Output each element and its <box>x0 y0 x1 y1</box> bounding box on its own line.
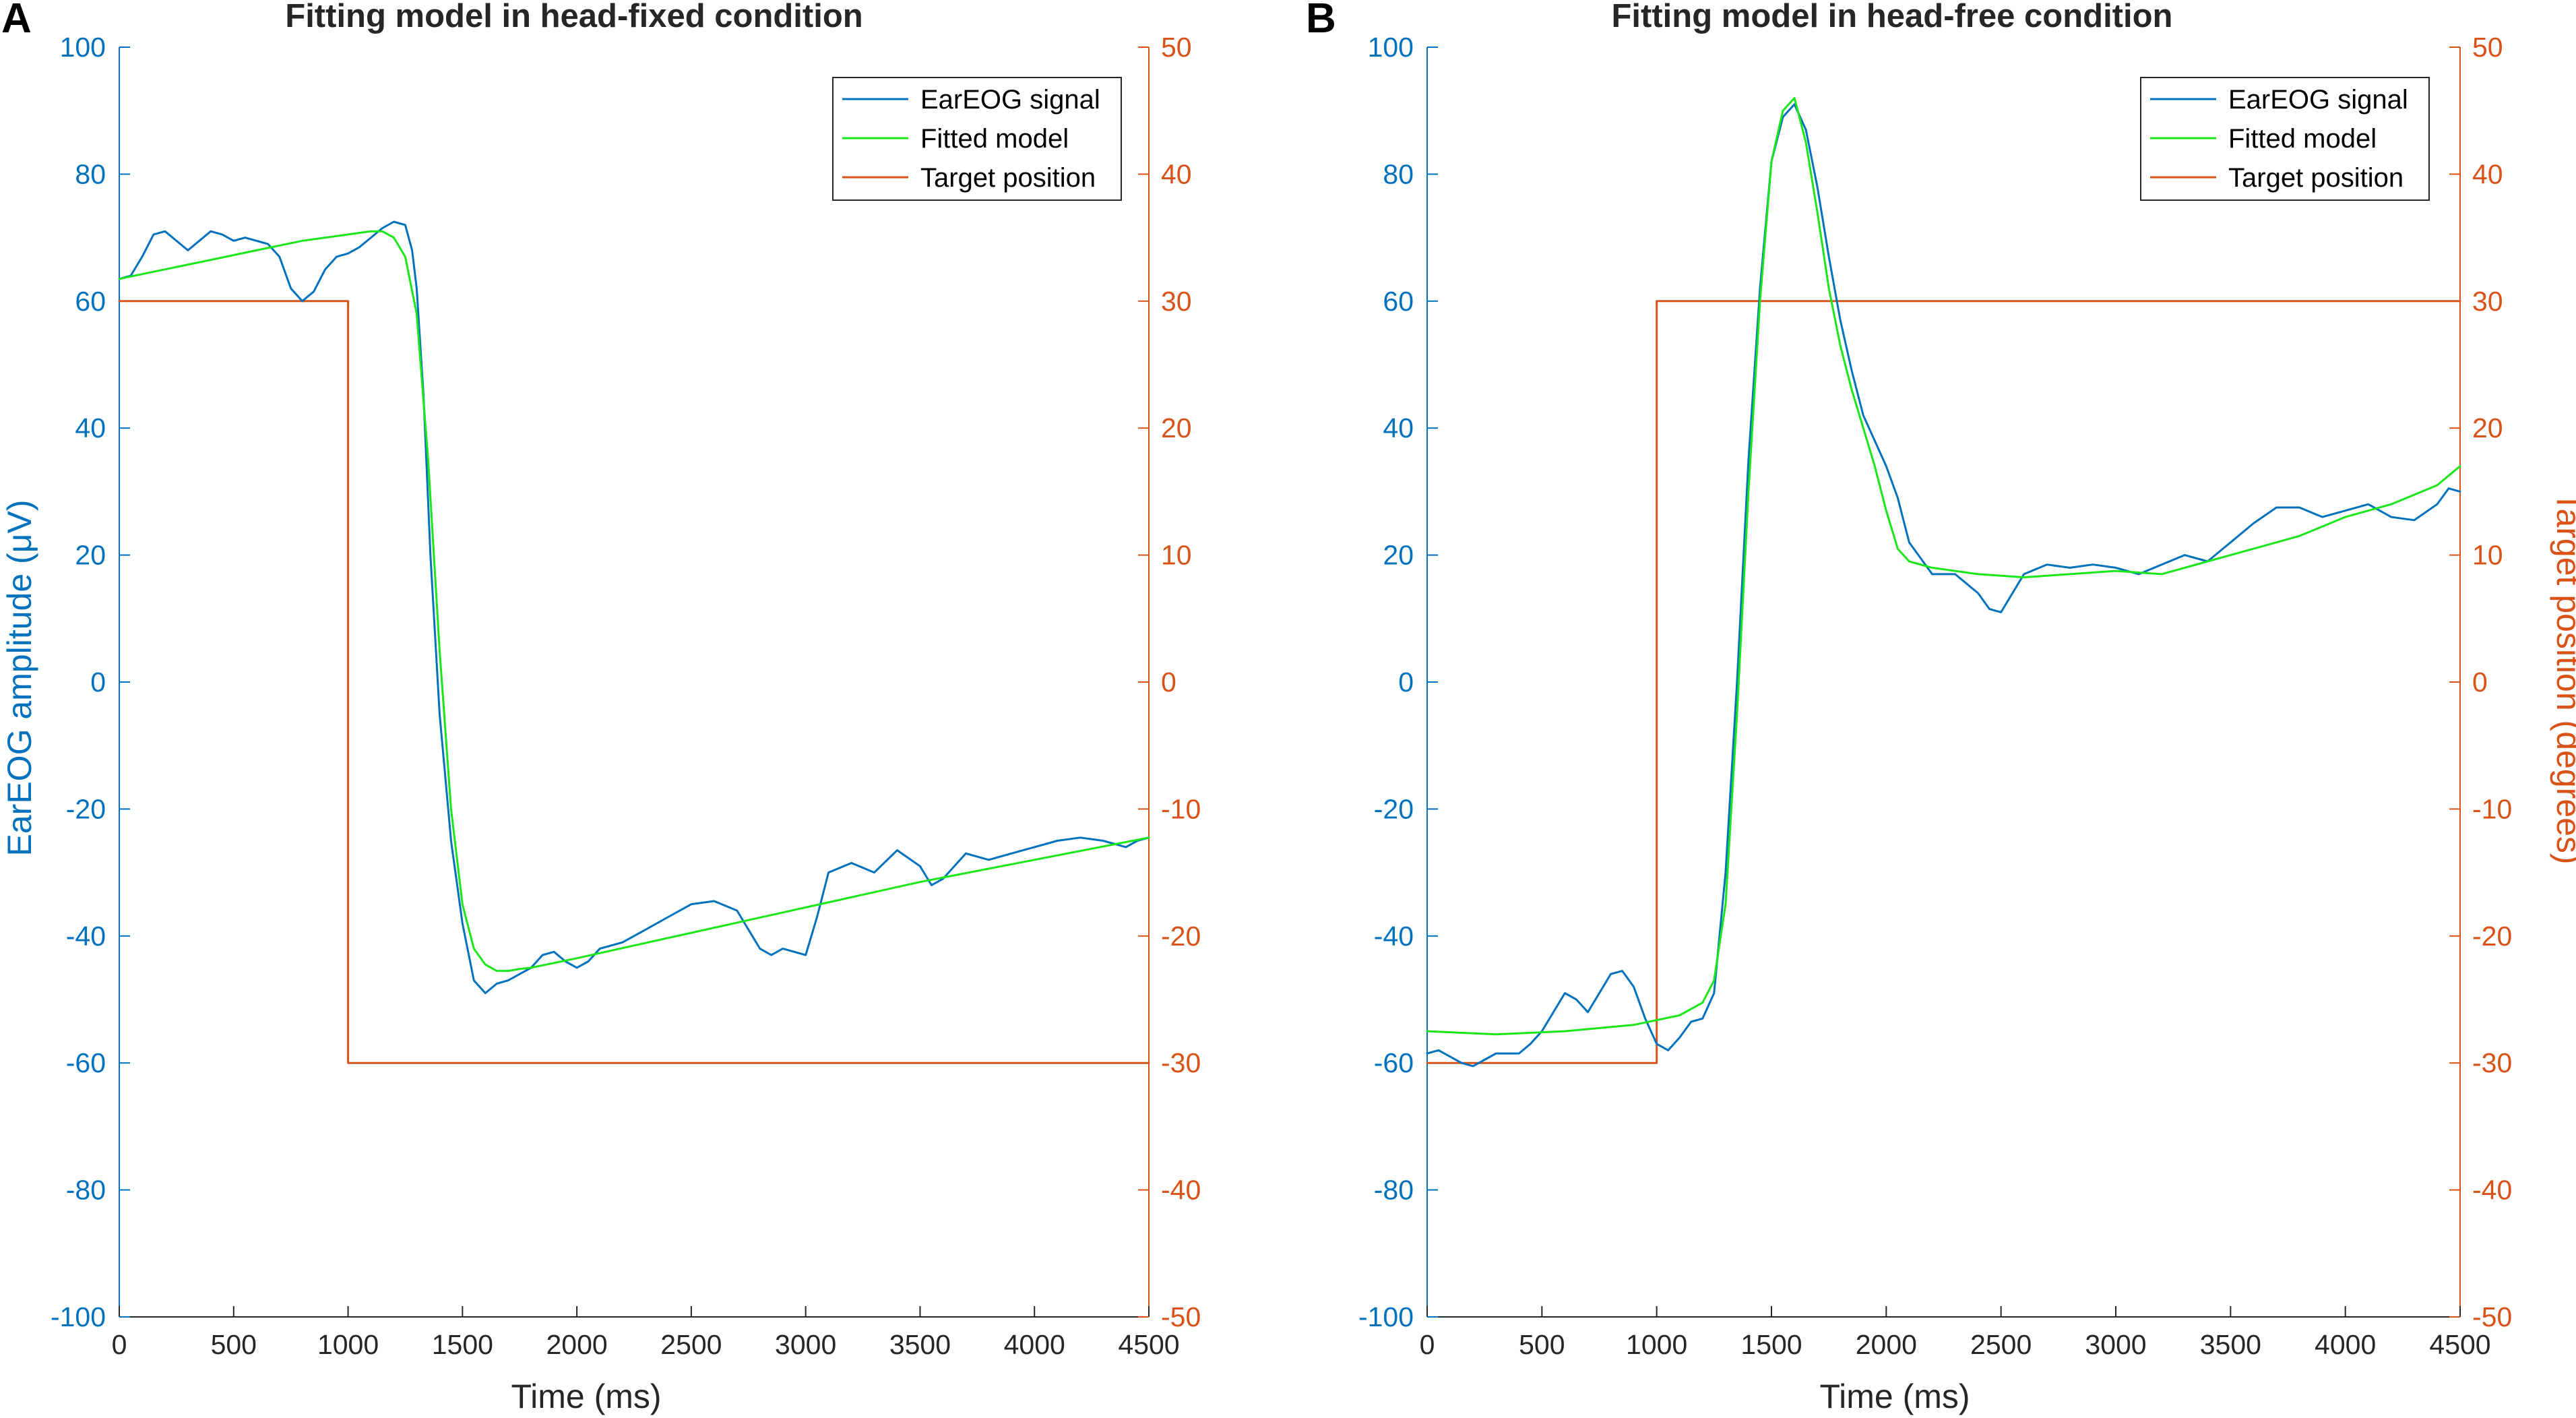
panel-b-x-tick-label: 3500 <box>2200 1329 2261 1360</box>
panel-b-legend-target: Target position <box>2228 163 2404 193</box>
panel-b-x-tick-label: 4500 <box>2429 1329 2490 1360</box>
panel-a: A Fitting model in head-fixed condition … <box>1 0 1201 1415</box>
panel-a-label: A <box>1 0 32 42</box>
panel-a-right-tick-label: 20 <box>1161 412 1192 443</box>
panel-b-right-tick-label: 0 <box>2472 667 2488 698</box>
panel-a-left-tick-label: 40 <box>75 412 106 443</box>
panel-b-fitted-model-line <box>1426 96 2461 1036</box>
panel-a-x-tick-label: 4500 <box>1118 1329 1179 1360</box>
panel-b-left-tick-label: 60 <box>1383 286 1414 317</box>
panel-a-x-tick-label: 4000 <box>1004 1329 1065 1360</box>
panel-b-left-tick-label: -40 <box>1374 921 1414 952</box>
panel-b-legend-eareog: EarEOG signal <box>2228 85 2408 115</box>
panel-b-x-tick-label: 500 <box>1519 1329 1565 1360</box>
panel-b-left-tick-label: -60 <box>1374 1047 1414 1078</box>
panel-b-x-tick-label: 1500 <box>1740 1329 1802 1360</box>
panel-a-legend-fitted: Fitted model <box>920 124 1069 154</box>
panel-a-legend-eareog: EarEOG signal <box>920 85 1100 115</box>
panel-b-axes: 0 500 1000 1500 2000 2500 3000 3500 4000 45001008… <box>1358 32 2512 1360</box>
panel-a-legend-target: Target position <box>920 163 1096 193</box>
panel-b-left-tick-label: 20 <box>1383 540 1414 571</box>
panel-a-legend: EarEOG signal Fitted model Target positi… <box>832 77 1122 201</box>
panel-a-right-tick-label: 40 <box>1161 158 1192 189</box>
panel-b-left-tick-label: -100 <box>1358 1301 1414 1332</box>
panel-a-left-tick-label: 80 <box>75 158 106 189</box>
panel-b-right-tick-label: 10 <box>2472 540 2503 571</box>
panel-b-x-tick-label: 4000 <box>2315 1329 2376 1360</box>
panel-a-x-tick-label: 3000 <box>775 1329 836 1360</box>
panel-a-left-tick-label: -40 <box>66 921 106 952</box>
panel-b-right-tick-label: -10 <box>2472 793 2512 824</box>
panel-a-x-tick-label: 2500 <box>660 1329 722 1360</box>
panel-a-left-tick-label: 0 <box>90 667 106 698</box>
panel-a-x-tick-label: 0 <box>112 1329 127 1360</box>
panel-a-left-tick-label: -20 <box>66 793 106 824</box>
panel-b-left-tick-label: 0 <box>1398 667 1414 698</box>
panel-a-axes: 0 500 1000 1500 2000 2500 3000 3500 4000 45001008… <box>51 32 1201 1360</box>
panel-b-x-tick-label: 1000 <box>1626 1329 1687 1360</box>
panel-b-eareog-signal-line <box>1426 103 2461 1068</box>
panel-a-right-tick-label: -40 <box>1161 1175 1201 1206</box>
panel-a-left-tick-label: -100 <box>51 1301 106 1332</box>
panel-a-right-tick-label: 0 <box>1161 667 1176 698</box>
panel-b-label: B <box>1306 0 1336 42</box>
panel-a-target-position-line <box>118 300 1150 1064</box>
panel-a-left-tick-label: 60 <box>75 286 106 317</box>
panel-b-x-axis-label: Time (ms) <box>1819 1378 1970 1415</box>
panel-b-right-tick-label: -20 <box>2472 921 2512 952</box>
panel-a-x-tick-label: 3500 <box>889 1329 951 1360</box>
panel-b-right-tick-label: 30 <box>2472 286 2503 317</box>
panel-b-legend-fitted: Fitted model <box>2228 124 2377 154</box>
panel-a-left-tick-label: 20 <box>75 540 106 571</box>
panel-b-title: Fitting model in head-free condition <box>1612 0 2173 34</box>
panel-a-x-tick-label: 2000 <box>546 1329 608 1360</box>
panel-a-left-tick-label: -80 <box>66 1175 106 1206</box>
panel-b-series <box>1426 96 2461 1068</box>
panel-b-left-tick-label: -80 <box>1374 1175 1414 1206</box>
panel-a-x-tick-label: 1500 <box>432 1329 493 1360</box>
panel-b-right-tick-label: 20 <box>2472 412 2503 443</box>
panel-a-right-tick-label: -10 <box>1161 793 1201 824</box>
panel-b: B Fitting model in head-free condition T… <box>1306 0 2576 1415</box>
panel-b-left-tick-label: -20 <box>1374 793 1414 824</box>
panel-b-x-tick-label: 0 <box>1420 1329 1435 1360</box>
panel-a-right-tick-label: -20 <box>1161 921 1201 952</box>
panel-a-left-tick-label: 100 <box>60 32 106 63</box>
panel-a-eareog-signal-line <box>118 220 1150 995</box>
panel-b-x-tick-label: 3000 <box>2085 1329 2146 1360</box>
panel-a-right-tick-label: -50 <box>1161 1301 1201 1332</box>
panel-b-right-tick-label: -30 <box>2472 1047 2512 1078</box>
panel-a-right-tick-label: -30 <box>1161 1047 1201 1078</box>
panel-a-right-tick-label: 50 <box>1161 32 1192 63</box>
panel-b-left-tick-label: 40 <box>1383 412 1414 443</box>
panel-a-left-axis-label: EarEOG amplitude (μV) <box>1 500 38 857</box>
panel-b-left-tick-label: 80 <box>1383 158 1414 189</box>
panel-a-x-tick-label: 1000 <box>317 1329 379 1360</box>
panel-b-left-tick-label: 100 <box>1368 32 1414 63</box>
panel-b-legend: EarEOG signal Fitted model Target positi… <box>2140 77 2430 201</box>
panel-a-right-tick-label: 10 <box>1161 540 1192 571</box>
panel-b-target-position-line <box>1426 300 2461 1064</box>
panel-a-left-tick-label: -60 <box>66 1047 106 1078</box>
panel-a-series <box>118 220 1150 1064</box>
panel-a-x-axis-label: Time (ms) <box>511 1378 661 1415</box>
panel-a-right-tick-label: 30 <box>1161 286 1192 317</box>
panel-a-fitted-model-line <box>118 230 1150 973</box>
panel-b-right-tick-label: 40 <box>2472 158 2503 189</box>
panel-b-x-tick-label: 2500 <box>1970 1329 2032 1360</box>
panel-b-right-tick-label: -50 <box>2472 1301 2512 1332</box>
panel-b-x-tick-label: 2000 <box>1856 1329 1917 1360</box>
panel-b-right-tick-label: 50 <box>2472 32 2503 63</box>
panel-a-title: Fitting model in head-fixed condition <box>285 0 862 34</box>
panel-a-x-tick-label: 500 <box>211 1329 257 1360</box>
panel-b-right-axis-label: Target position (degrees) <box>2550 491 2576 864</box>
panel-b-right-tick-label: -40 <box>2472 1175 2512 1206</box>
